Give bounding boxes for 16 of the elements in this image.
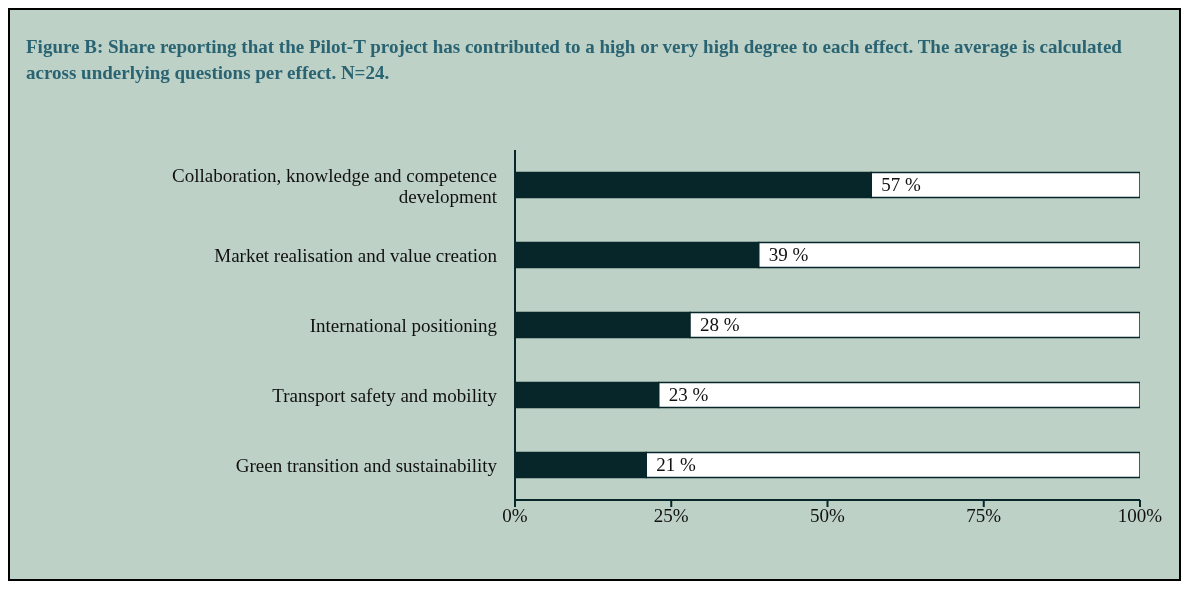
y-tick-label: Collaboration, knowledge and competence development (171, 164, 498, 206)
y-tick-label: Green transition and sustainability (235, 454, 498, 476)
data-label: 39 % (768, 244, 809, 266)
data-label: 28 % (700, 314, 740, 336)
x-tick-label: 25% (653, 505, 689, 527)
y-tick-label: International positioning (309, 314, 498, 336)
x-tick-label: 100% (1117, 505, 1163, 527)
x-tick-label: 0% (502, 505, 528, 527)
data-label: 21 % (656, 454, 696, 476)
chart-title: Figure B: Share reporting that the Pilot-T project has contributed to a high or very high degree to each effect. The average is calculated across underlying questions per effect. N=24. (25, 35, 1123, 85)
y-tick-label: Transport safety and mobility (272, 384, 498, 406)
x-tick-label: 75% (966, 505, 1002, 527)
y-tick-label: Market realisation and value creation (214, 244, 498, 266)
x-tick-label: 50% (810, 505, 846, 527)
data-label: 23 % (668, 384, 709, 406)
data-label: 57 % (881, 174, 921, 196)
